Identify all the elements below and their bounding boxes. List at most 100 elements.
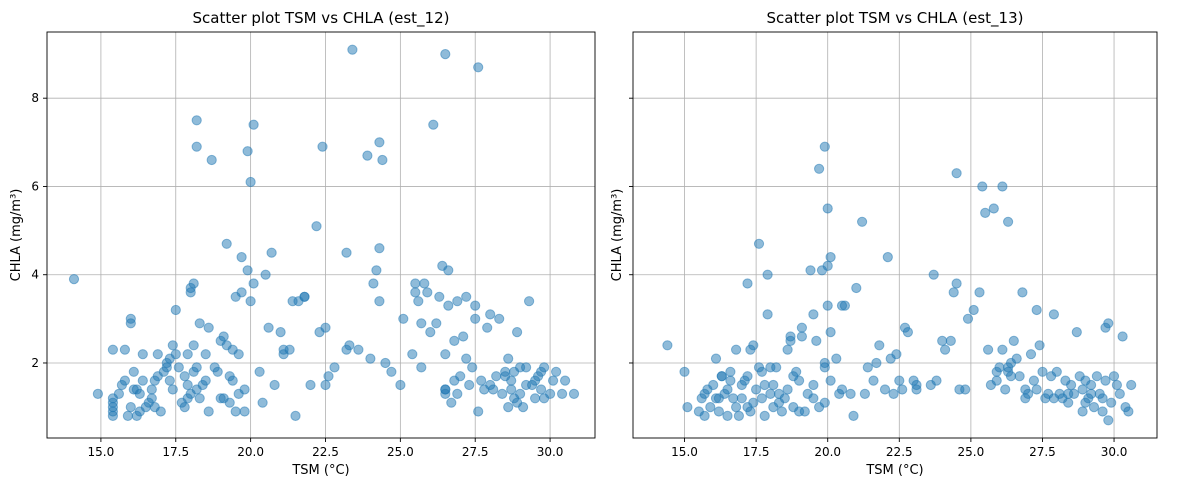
scatter-point bbox=[822, 300, 833, 311]
scatter-point bbox=[1086, 388, 1097, 399]
scatter-point bbox=[407, 349, 418, 360]
x-tick-label: 30.0 bbox=[537, 445, 564, 459]
scatter-point bbox=[808, 309, 819, 320]
scatter-point bbox=[736, 393, 747, 404]
y-axis-label: CHLA (mg/m³) bbox=[610, 189, 625, 282]
scatter-point bbox=[311, 221, 322, 232]
scatter-point bbox=[440, 349, 451, 360]
scatter-point bbox=[173, 362, 184, 373]
scatter-point bbox=[725, 366, 736, 377]
scatter-point bbox=[536, 384, 547, 395]
scatter-point bbox=[1011, 353, 1022, 364]
scatter-point bbox=[1003, 216, 1014, 227]
scatter-point bbox=[374, 137, 385, 148]
scatter-point bbox=[194, 318, 205, 329]
scatter-point bbox=[491, 371, 502, 382]
scatter-point bbox=[960, 384, 971, 395]
scatter-point bbox=[782, 384, 793, 395]
chart-est-12: 15.0 17.5 20.0 22.5 25.0 27.5 30.0 2 4 6 8 Scatter … bbox=[9, 9, 596, 478]
scatter-point bbox=[224, 397, 235, 408]
scatter-point bbox=[710, 353, 722, 364]
scatter-point bbox=[299, 291, 310, 302]
scatter-point bbox=[725, 375, 736, 386]
chart-title: Scatter plot TSM vs CHLA (est_13) bbox=[767, 9, 1024, 28]
scatter-point bbox=[482, 322, 493, 333]
scatter-point bbox=[708, 379, 719, 391]
scatter-point bbox=[119, 344, 131, 355]
scatter-point bbox=[768, 379, 779, 391]
scatter-point bbox=[398, 313, 409, 324]
scatter-point bbox=[548, 375, 559, 386]
scatter-point bbox=[785, 335, 796, 346]
scatter-point bbox=[440, 384, 451, 395]
scatter-point bbox=[239, 384, 250, 395]
scatter-point bbox=[347, 44, 358, 55]
scatter-point bbox=[371, 265, 382, 276]
scatter-point bbox=[368, 278, 379, 289]
scatter-point bbox=[742, 278, 753, 289]
scatter-point bbox=[248, 278, 259, 289]
scatter-point bbox=[395, 379, 406, 391]
scatter-point bbox=[362, 150, 373, 161]
scatter-point bbox=[152, 349, 163, 360]
scatter-point bbox=[515, 388, 526, 399]
scatter-point bbox=[1088, 402, 1100, 413]
scatter-point bbox=[1080, 397, 1091, 408]
scatter-point bbox=[662, 340, 673, 351]
scatter-point bbox=[808, 393, 819, 404]
scatter-point bbox=[365, 353, 376, 364]
scatter-point bbox=[848, 410, 859, 421]
scatter-point bbox=[452, 388, 463, 399]
scatter-point bbox=[167, 384, 178, 395]
scatter-point bbox=[756, 393, 768, 404]
scatter-point bbox=[748, 340, 759, 351]
scatter-point bbox=[170, 304, 181, 316]
scatter-point bbox=[1051, 366, 1062, 377]
scatter-point bbox=[284, 344, 295, 355]
y-tick-label: 2 bbox=[31, 356, 39, 370]
scatter-point bbox=[245, 176, 256, 188]
scatter-point bbox=[236, 287, 247, 298]
scatter-point bbox=[1031, 384, 1042, 395]
scatter-point bbox=[825, 327, 836, 338]
scatter-point bbox=[134, 388, 145, 399]
scatter-point bbox=[871, 357, 882, 369]
scatter-point bbox=[811, 335, 822, 346]
scatter-point bbox=[879, 384, 891, 395]
scatter-point bbox=[1037, 366, 1048, 377]
scatter-point bbox=[731, 344, 742, 355]
scatter-point bbox=[945, 335, 956, 346]
scatter-point bbox=[874, 340, 885, 351]
scatter-point bbox=[931, 375, 942, 386]
scatter-point bbox=[799, 406, 810, 417]
scatter-point bbox=[845, 388, 856, 399]
scatter-point bbox=[443, 300, 454, 311]
scatter-point bbox=[794, 375, 805, 386]
scatter-point bbox=[380, 357, 391, 369]
scatter-point bbox=[107, 344, 119, 355]
x-tick-label: 17.5 bbox=[162, 445, 189, 459]
scatter-point bbox=[902, 327, 914, 338]
scatter-point bbox=[305, 379, 316, 391]
scatter-point bbox=[470, 300, 481, 311]
scatter-point bbox=[410, 278, 421, 289]
scatter-point bbox=[476, 375, 487, 386]
scatter-point bbox=[1097, 406, 1108, 417]
scatter-point bbox=[443, 265, 454, 276]
x-axis-label: TSM (°C) bbox=[291, 463, 349, 478]
scatter-point bbox=[1106, 397, 1117, 408]
scatter-point bbox=[1117, 331, 1128, 342]
scatter-point bbox=[470, 313, 481, 324]
scatter-point bbox=[521, 362, 532, 373]
scatter-point bbox=[762, 269, 773, 280]
scatter-point bbox=[179, 402, 190, 413]
scatter-point bbox=[506, 375, 517, 386]
scatter-point bbox=[859, 388, 871, 399]
scatter-point bbox=[242, 146, 253, 157]
scatter-point bbox=[1048, 393, 1060, 404]
scatter-point bbox=[1031, 304, 1042, 316]
scatter-point bbox=[551, 366, 562, 377]
scatter-point bbox=[266, 247, 277, 258]
scatter-point bbox=[791, 366, 802, 377]
scatter-point bbox=[290, 410, 301, 421]
